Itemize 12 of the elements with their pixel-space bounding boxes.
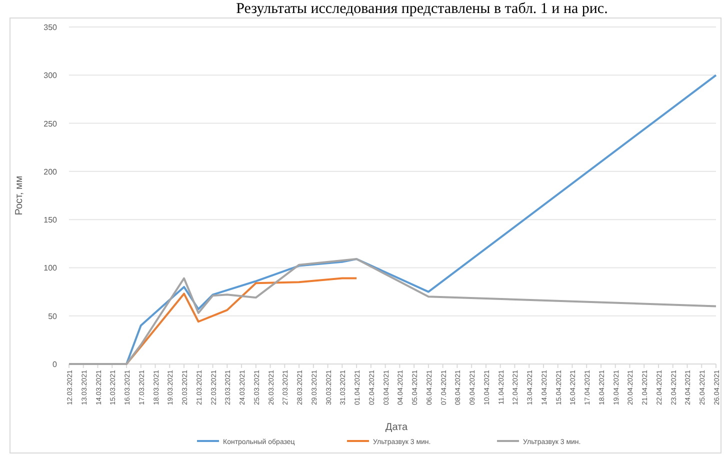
y-tick-label: 150 (44, 216, 58, 225)
y-tick-label: 0 (52, 360, 58, 369)
y-tick-label: 250 (44, 119, 58, 128)
line-series (68, 258, 717, 365)
y-tick-label: 350 (44, 23, 58, 32)
y-tick-label: 100 (44, 264, 58, 273)
y-tick-label: 200 (44, 167, 58, 176)
text: Результаты исследования представлены в табл. 1 и на рис. (236, 1, 608, 17)
x-axis-title: Дата (385, 422, 408, 433)
y-axis-title: Рост, мм (14, 176, 25, 216)
y-tick-label: 300 (44, 71, 58, 80)
y-tick-label: 50 (48, 312, 58, 321)
